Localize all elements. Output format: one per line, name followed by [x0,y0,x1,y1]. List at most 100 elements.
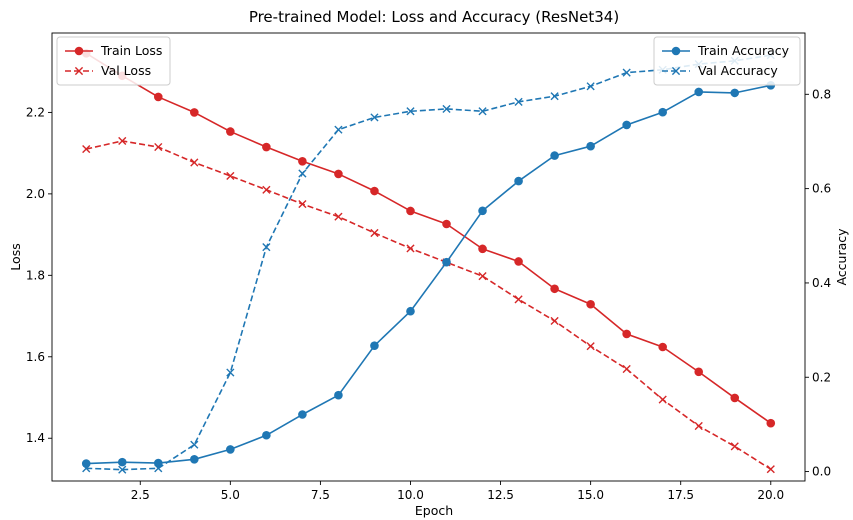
data-point [117,457,127,467]
series-line [85,52,772,424]
marker-stroke [82,144,91,154]
y-axis-right-title: Accuracy [834,228,849,286]
marker-stroke [586,82,595,91]
y-right-tick-label: 0.2 [812,370,831,384]
series-val-accuracy [82,51,775,474]
legend-label: Train Accuracy [697,43,790,58]
x-axis-title: Epoch [415,503,453,518]
marker-stroke [730,442,739,451]
legend-box [653,36,801,86]
series-train-accuracy [81,81,776,468]
data-point [586,342,595,351]
x-tick-label: 10.0 [397,488,424,502]
legend-label: Val Loss [101,63,151,78]
marker-stroke [766,465,775,474]
marker-stroke [406,107,415,116]
y-right-tick-label: 0.0 [812,465,831,479]
data-point [514,176,523,186]
marker-stroke [514,295,523,304]
marker-stroke [658,395,667,404]
legend-box [56,36,171,86]
marker-stroke [550,92,559,101]
data-point [262,185,271,194]
data-point [298,169,307,178]
x-tick-label: 20.0 [757,488,784,502]
data-point [658,342,667,352]
x-tick-label: 17.5 [667,488,694,502]
data-point [118,465,127,474]
marker-stroke [298,169,307,178]
data-point [478,206,487,216]
data-point [154,464,163,473]
data-point [622,364,631,374]
x-tick-label: 15.0 [577,488,604,502]
data-point [442,257,451,267]
data-point [694,367,704,377]
data-point [334,390,343,400]
legend-accuracy: Train Accuracy Val Accuracy [653,36,801,86]
data-point [550,284,559,294]
data-point [478,107,487,116]
marker-stroke [514,97,523,106]
marker-stroke [478,107,487,116]
y-left-tick-label: 1.8 [26,268,45,282]
data-point [622,68,631,77]
marker-stroke [154,464,163,473]
data-point [586,299,595,309]
marker-stroke [334,212,343,221]
data-point [658,395,667,404]
data-point [442,219,451,229]
y-axis-left-title: Loss [8,243,23,270]
marker-stroke [586,342,595,351]
data-point [694,87,704,97]
data-point [370,228,379,238]
data-point [82,464,91,473]
marker-stroke [694,421,703,431]
data-point [190,440,199,449]
data-point [478,272,487,281]
x-tick-label: 5.0 [221,488,240,502]
y-left-tick-label: 1.6 [26,350,45,364]
marker-stroke [298,199,307,209]
series-line [86,54,771,471]
marker-stroke [478,272,487,281]
data-point [334,125,343,134]
data-point [406,306,415,316]
legend-loss: Train Loss Val Loss [56,36,171,86]
data-point [730,442,739,451]
marker-stroke [622,68,631,77]
marker-stroke [226,171,235,181]
data-point [514,97,523,106]
data-point [406,107,415,116]
marker-stroke [190,440,199,449]
axes-frame [51,32,806,482]
data-point [406,206,415,216]
legend-label: Val Accuracy [698,63,778,78]
y-left-tick-label: 2.0 [26,187,45,201]
data-point [298,156,307,166]
data-point [586,82,595,91]
plot-area [81,49,776,474]
data-point [442,104,451,114]
data-point [154,142,163,152]
data-point [766,418,776,428]
data-point [262,142,271,152]
data-point [334,212,343,221]
data-point [550,316,559,326]
data-point [622,120,631,130]
data-point [153,92,163,102]
series-train-loss [81,49,776,428]
y-right-tick-label: 0.6 [812,182,831,196]
legend-marker [671,46,681,56]
marker-stroke [370,228,379,238]
data-point [226,445,235,454]
marker-stroke [262,243,271,252]
marker-stroke [406,244,415,253]
data-point [730,393,740,403]
marker-stroke [622,364,631,374]
marker-stroke [334,125,343,134]
series-val-loss [82,136,775,474]
data-point [370,186,379,196]
data-point [658,107,667,117]
